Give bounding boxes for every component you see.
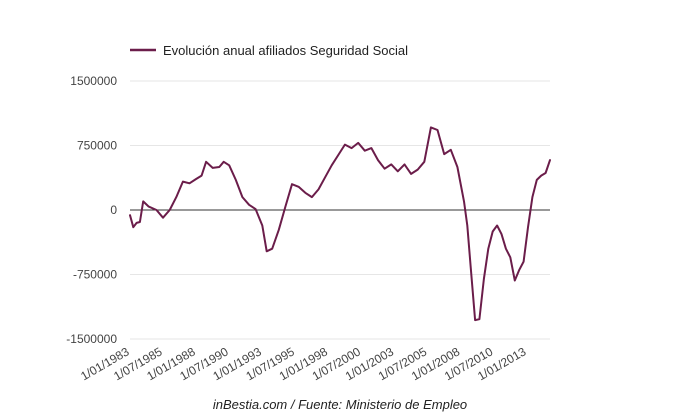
y-tick-label: 1500000 xyxy=(70,74,117,88)
series-line xyxy=(129,126,551,322)
y-tick-label: -750000 xyxy=(73,268,117,282)
series-layer xyxy=(129,126,551,322)
x-axis-tick-labels: 1/01/19831/07/19851/01/19881/07/19901/01… xyxy=(78,344,528,383)
y-tick-label: -1500000 xyxy=(66,332,117,346)
legend-label: Evolución anual afiliados Seguridad Soci… xyxy=(163,43,408,58)
source-caption: inBestia.com / Fuente: Ministerio de Emp… xyxy=(213,397,467,412)
gridlines xyxy=(130,80,550,340)
legend: Evolución anual afiliados Seguridad Soci… xyxy=(130,43,408,58)
y-tick-label: 750000 xyxy=(77,139,117,153)
y-tick-label: 0 xyxy=(110,203,117,217)
y-axis-tick-labels: 1500000 750000 0 -750000 -1500000 xyxy=(66,74,117,346)
